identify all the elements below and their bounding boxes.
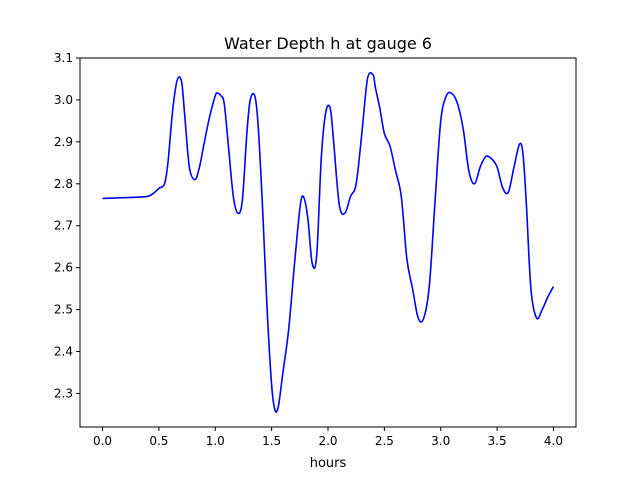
y-tick-label: 2.3	[54, 386, 73, 400]
y-tick-label: 2.7	[54, 219, 73, 233]
y-axis: 2.3 2.4 2.5 2.6 2.7 2.8 2.9 3.0 3.1	[54, 51, 80, 400]
x-tick-label: 2.0	[318, 434, 337, 448]
x-tick-label: 1.0	[206, 434, 225, 448]
y-tick-label: 3.1	[54, 51, 73, 65]
y-tick-label: 2.6	[54, 261, 73, 275]
y-tick-label: 3.0	[54, 93, 73, 107]
x-tick-label: 4.0	[544, 434, 563, 448]
series-line-0	[102, 71, 555, 413]
x-tick-label: 3.5	[488, 434, 507, 448]
x-tick-label: 3.0	[431, 434, 450, 448]
y-tick-label: 2.9	[54, 135, 73, 149]
x-tick-label: 0.0	[93, 434, 112, 448]
y-tick-label: 2.4	[54, 345, 73, 359]
y-tick-label: 2.5	[54, 303, 73, 317]
x-axis-label: hours	[310, 456, 347, 471]
chart-title: Water Depth h at gauge 6	[224, 34, 432, 53]
x-tick-label: 0.5	[149, 434, 168, 448]
y-tick-label: 2.8	[54, 177, 73, 191]
x-tick-label: 1.5	[262, 434, 281, 448]
x-axis: 0.0 0.5 1.0 1.5 2.0 2.5 3.0 3.5 4.0	[93, 427, 563, 448]
x-tick-label: 2.5	[375, 434, 394, 448]
